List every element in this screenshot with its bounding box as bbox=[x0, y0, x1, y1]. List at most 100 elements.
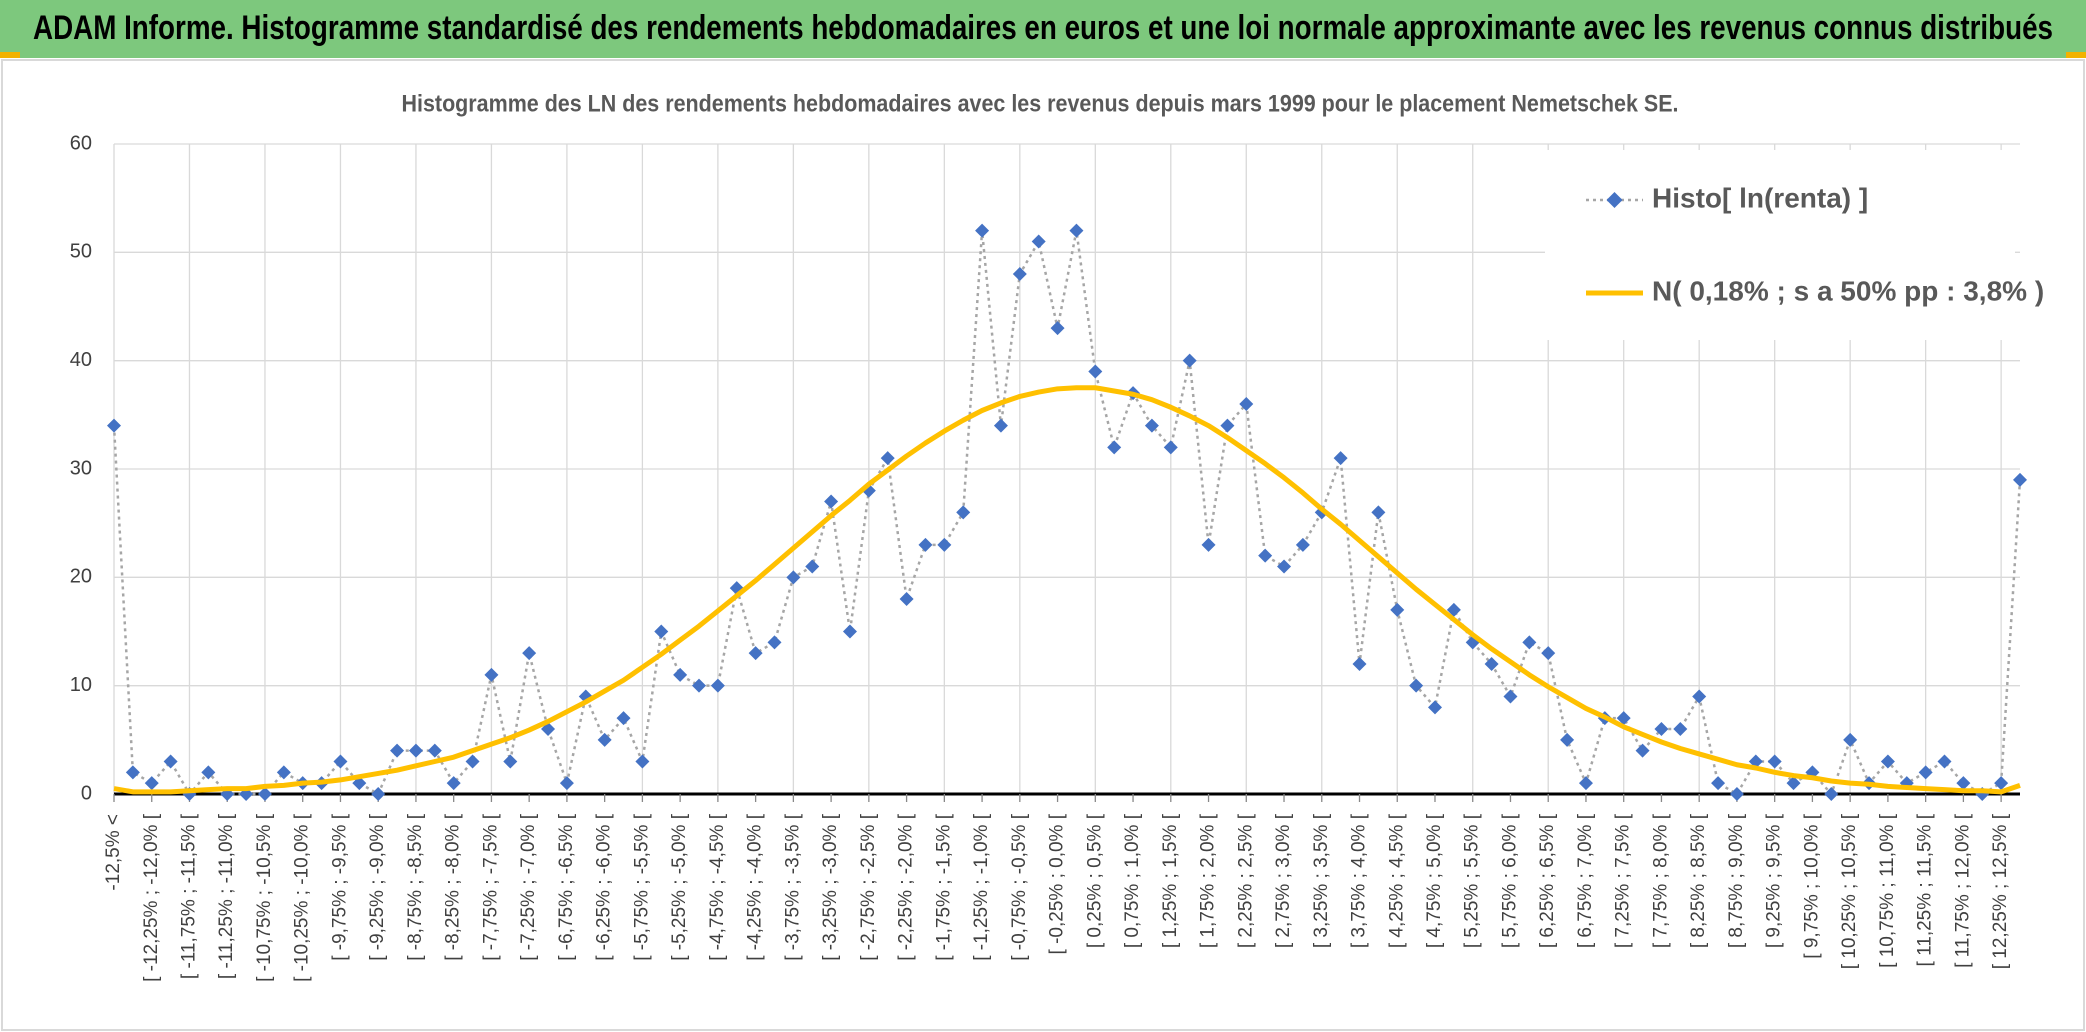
histo-marker bbox=[1277, 559, 1292, 574]
histo-line bbox=[112, 230, 2022, 797]
histo-marker bbox=[880, 451, 895, 466]
x-tick-label: [ 9,25% ; 9,5% [ bbox=[1764, 813, 1785, 948]
histo-marker bbox=[918, 537, 933, 552]
histo-marker bbox=[1786, 776, 1801, 791]
histo-marker bbox=[710, 678, 725, 693]
x-tick-label: [ 6,25% ; 6,5% [ bbox=[1537, 813, 1558, 948]
y-tick-label: 10 bbox=[70, 674, 92, 696]
x-tick-label: [ -1,25% ; -1,0% [ bbox=[971, 813, 992, 961]
histo-marker bbox=[1239, 397, 1254, 411]
x-tick-label: [ 4,25% ; 4,5% [ bbox=[1386, 813, 1407, 948]
histo-marker bbox=[1427, 700, 1442, 715]
histo-marker bbox=[1163, 440, 1178, 455]
x-tick-label: [ -7,25% ; -7,0% [ bbox=[518, 813, 539, 961]
corner-mark bbox=[0, 52, 20, 58]
histo-marker bbox=[673, 667, 688, 682]
x-tick-label: [ -0,25% ; 0,0% [ bbox=[1047, 813, 1068, 954]
histo-marker bbox=[257, 787, 272, 801]
histo-marker bbox=[1880, 754, 1895, 769]
histo-marker bbox=[842, 624, 857, 639]
histo-marker bbox=[748, 646, 763, 661]
histo-marker bbox=[1182, 353, 1197, 368]
x-tick-label: [ -6,25% ; -6,0% [ bbox=[594, 813, 615, 961]
histo-marker bbox=[805, 559, 820, 574]
x-tick-label: [ -2,75% ; -2,5% [ bbox=[858, 813, 879, 961]
histo-marker bbox=[1484, 657, 1499, 671]
x-tick-label: [ -5,75% ; -5,5% [ bbox=[631, 813, 652, 961]
histo-marker bbox=[1409, 678, 1424, 693]
legend-label: Histo[ ln(renta) ] bbox=[1652, 182, 1868, 213]
x-tick-label: [ 1,75% ; 2,0% [ bbox=[1198, 813, 1219, 948]
histo-marker bbox=[276, 765, 291, 780]
x-tick-label: [ -8,25% ; -8,0% [ bbox=[443, 813, 464, 961]
histo-marker bbox=[786, 570, 801, 585]
x-tick-label: [ 8,25% ; 8,5% [ bbox=[1688, 813, 1709, 948]
histo-marker bbox=[484, 667, 499, 682]
histo-marker bbox=[163, 754, 178, 769]
x-tick-label: [ 5,75% ; 6,0% [ bbox=[1499, 813, 1520, 948]
histo-marker bbox=[824, 494, 839, 509]
histo-marker bbox=[1352, 657, 1367, 671]
histo-marker bbox=[522, 646, 537, 661]
histo-marker bbox=[1220, 418, 1235, 433]
histo-marker bbox=[2013, 472, 2027, 487]
histo-marker bbox=[465, 754, 480, 769]
corner-mark bbox=[2066, 52, 2086, 58]
y-tick-label: 60 bbox=[70, 132, 92, 154]
x-tick-label: [ 3,25% ; 3,5% [ bbox=[1311, 813, 1332, 948]
x-tick-label: [ 8,75% ; 9,0% [ bbox=[1726, 813, 1747, 948]
x-tick-label: [ -5,25% ; -5,0% [ bbox=[669, 813, 690, 961]
histo-marker bbox=[1729, 787, 1744, 801]
histo-marker bbox=[1673, 722, 1688, 736]
histo-marker bbox=[107, 418, 121, 433]
x-tick-label: [ 0,75% ; 1,0% [ bbox=[1122, 813, 1143, 948]
x-tick-label: [ 11,25% ; 11,5% [ bbox=[1915, 813, 1936, 966]
x-tick-label: [ 9,75% ; 10,0% [ bbox=[1801, 813, 1822, 958]
histo-marker bbox=[503, 754, 518, 769]
histo-marker bbox=[201, 765, 216, 780]
x-tick-label: [ -11,25% ; -11,0% [ bbox=[216, 813, 237, 979]
histo-marker bbox=[1050, 321, 1065, 336]
y-tick-label: 20 bbox=[70, 566, 92, 588]
histo-marker bbox=[1654, 722, 1669, 736]
x-tick-label: [ 0,25% ; 0,5% [ bbox=[1084, 813, 1105, 948]
histo-marker bbox=[1333, 451, 1348, 466]
histo-marker bbox=[1541, 646, 1556, 661]
histo-marker bbox=[1711, 776, 1726, 791]
histo-marker bbox=[333, 754, 348, 769]
y-tick-label: 40 bbox=[70, 349, 92, 371]
histo-marker bbox=[1069, 223, 1084, 238]
x-tick-label: [ 4,75% ; 5,0% [ bbox=[1424, 813, 1445, 948]
y-tick-label: 30 bbox=[70, 457, 92, 479]
legend-label: N( 0,18% ; s a 50% pp : 3,8% ) bbox=[1652, 275, 2044, 306]
histo-marker bbox=[1503, 689, 1518, 704]
histo-marker bbox=[1201, 537, 1216, 552]
histo-marker bbox=[899, 592, 914, 606]
x-tick-label: [ -9,25% ; -9,0% [ bbox=[367, 813, 388, 961]
x-tick-label: [ -9,75% ; -9,5% [ bbox=[329, 813, 350, 961]
x-tick-label: [ -11,75% ; -11,5% [ bbox=[179, 813, 200, 979]
histo-marker bbox=[1144, 418, 1159, 433]
histo-marker bbox=[1258, 548, 1273, 563]
histo-marker bbox=[635, 754, 650, 769]
histo-marker bbox=[1918, 765, 1933, 780]
x-tick-label: [ 1,25% ; 1,5% [ bbox=[1160, 813, 1181, 948]
x-tick-label: [ 2,25% ; 2,5% [ bbox=[1235, 813, 1256, 948]
x-tick-label: [ -4,75% ; -4,5% [ bbox=[707, 813, 728, 961]
histo-marker bbox=[1031, 234, 1046, 249]
header-bar bbox=[0, 0, 2086, 58]
chart-title: Histogramme des LN des rendements hebdom… bbox=[402, 90, 1679, 117]
y-tick-label: 50 bbox=[70, 241, 92, 263]
histo-marker bbox=[597, 732, 612, 747]
x-tick-label: [ -2,25% ; -2,0% [ bbox=[896, 813, 917, 961]
histo-marker bbox=[125, 765, 140, 780]
x-tick-label: [ 5,25% ; 5,5% [ bbox=[1462, 813, 1483, 948]
x-tick-label: [ 2,75% ; 3,0% [ bbox=[1273, 813, 1294, 948]
x-tick-label: [ -0,75% ; -0,5% [ bbox=[1009, 813, 1030, 961]
histo-marker bbox=[993, 418, 1008, 433]
x-tick-label: [ -10,25% ; -10,0% [ bbox=[292, 813, 313, 982]
x-tick-label: [ -1,75% ; -1,5% [ bbox=[933, 813, 954, 961]
histo-marker bbox=[692, 678, 707, 693]
histo-marker bbox=[1446, 602, 1461, 617]
